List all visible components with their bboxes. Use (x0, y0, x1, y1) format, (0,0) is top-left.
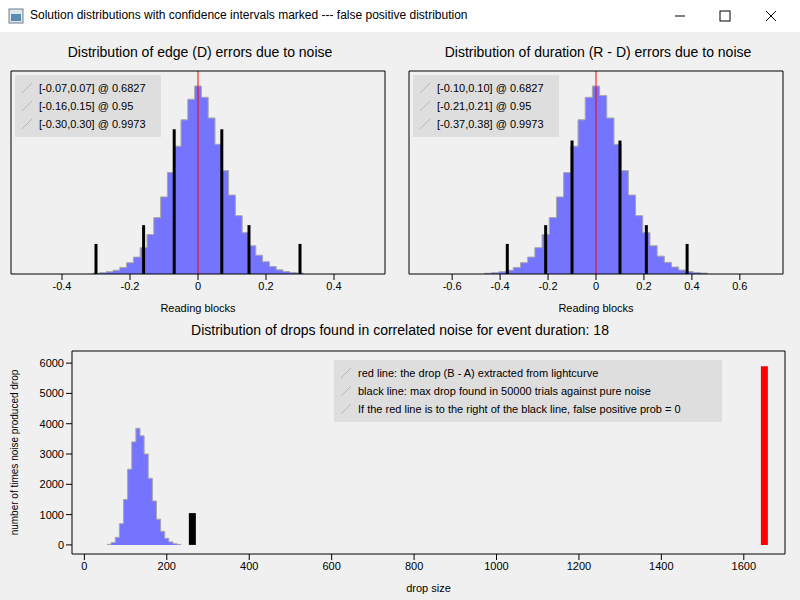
svg-text:400: 400 (240, 560, 258, 572)
svg-text:1600: 1600 (732, 560, 756, 572)
svg-text:0: 0 (58, 539, 64, 551)
svg-text:-0.2: -0.2 (121, 280, 140, 292)
svg-text:4000: 4000 (40, 418, 64, 430)
html-text:red line: the drop (B - A) ext: red line: the drop (B - A) extracted fro… (358, 367, 599, 379)
svg-text:200: 200 (158, 560, 176, 572)
svg-text:1000: 1000 (40, 509, 64, 521)
svg-text:number of times noise produced: number of times noise produced drop (9, 369, 20, 535)
svg-text:0.6: 0.6 (732, 280, 747, 292)
svg-text:-0.2: -0.2 (539, 280, 558, 292)
svg-text:0.2: 0.2 (258, 280, 273, 292)
html-text:Distribution of duration (R -: Distribution of duration (R - D) errors … (444, 44, 752, 60)
html-text:Distribution of drops found in: Distribution of drops found in correlate… (191, 322, 609, 338)
svg-text:0.4: 0.4 (684, 280, 699, 292)
svg-text:800: 800 (405, 560, 423, 572)
svg-text:0: 0 (593, 280, 599, 292)
svg-text:0.2: 0.2 (636, 280, 651, 292)
html-text:[-0.10,0.10] @ 0.6827: [-0.10,0.10] @ 0.6827 (437, 82, 544, 94)
svg-text:Reading blocks: Reading blocks (558, 302, 634, 314)
html-text:black line: max drop found in: black line: max drop found in 50000 tria… (358, 385, 651, 397)
html-text:[-0.07,0.07] @ 0.6827: [-0.07,0.07] @ 0.6827 (39, 82, 146, 94)
svg-text:2000: 2000 (40, 478, 64, 490)
svg-text:-0.6: -0.6 (443, 280, 462, 292)
html-text:If the red line is to the righ: If the red line is to the right of the b… (358, 403, 681, 415)
svg-text:1000: 1000 (484, 560, 508, 572)
svg-text:3000: 3000 (40, 448, 64, 460)
html-text:[-0.16,0.15] @ 0.95: [-0.16,0.15] @ 0.95 (39, 100, 134, 112)
svg-text:600: 600 (322, 560, 340, 572)
html-text:[-0.30,0.30] @ 0.9973: [-0.30,0.30] @ 0.9973 (39, 118, 146, 130)
svg-text:Reading blocks: Reading blocks (160, 302, 236, 314)
html-text:Solution distributions with co: Solution distributions with confidence i… (30, 8, 468, 22)
html-text:[-0.37,0.38] @ 0.9973: [-0.37,0.38] @ 0.9973 (437, 118, 544, 130)
svg-text:0.4: 0.4 (326, 280, 341, 292)
svg-text:-0.4: -0.4 (491, 280, 510, 292)
svg-text:6000: 6000 (40, 357, 64, 369)
svg-text:-0.4: -0.4 (53, 280, 72, 292)
svg-text:0: 0 (81, 560, 87, 572)
svg-text:1200: 1200 (567, 560, 591, 572)
html-text:Distribution of edge (D) error: Distribution of edge (D) errors due to n… (67, 44, 333, 60)
html-text:[-0.21,0.21] @ 0.95: [-0.21,0.21] @ 0.95 (437, 100, 532, 112)
svg-text:0: 0 (195, 280, 201, 292)
svg-text:drop size: drop size (406, 582, 451, 594)
svg-text:1400: 1400 (649, 560, 673, 572)
svg-text:5000: 5000 (40, 387, 64, 399)
